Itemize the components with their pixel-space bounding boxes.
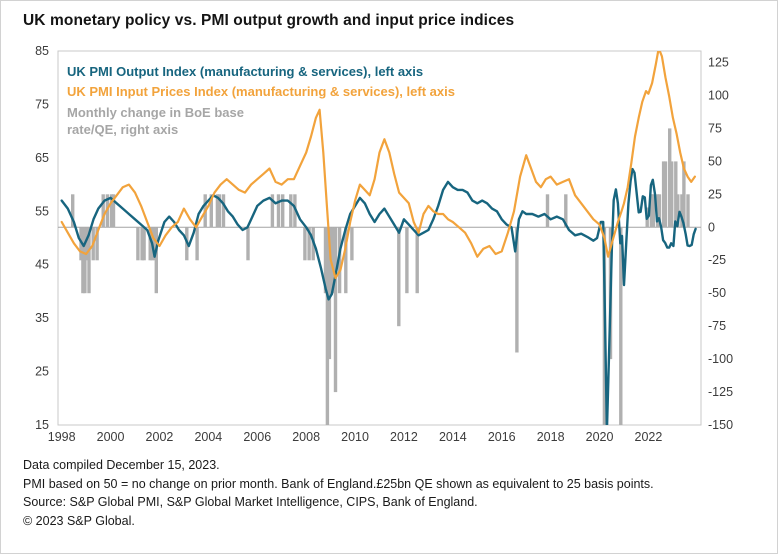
svg-text:75: 75	[35, 97, 49, 111]
line-series-0	[60, 167, 697, 425]
legend-output-index: UK PMI Output Index (manufacturing & ser…	[67, 64, 424, 79]
footnotes: Data compiled December 15, 2023. PMI bas…	[23, 456, 654, 530]
svg-text:-100: -100	[708, 352, 733, 366]
page-title: UK monetary policy vs. PMI output growth…	[23, 12, 515, 29]
svg-text:15: 15	[35, 418, 49, 432]
footnote-methodology: PMI based on 50 = no change on prior mon…	[23, 476, 654, 491]
svg-text:55: 55	[35, 204, 49, 218]
chart-legend: UK PMI Output Index (manufacturing & ser…	[67, 62, 455, 138]
svg-text:2012: 2012	[390, 430, 418, 444]
svg-text:2010: 2010	[341, 430, 369, 444]
right-axis-ticks: 125 100 75 50 25 0 -25 -50 -75 -100 -125 -150	[708, 56, 733, 432]
svg-text:2022: 2022	[635, 430, 663, 444]
svg-text:25: 25	[708, 187, 722, 201]
svg-text:0: 0	[708, 220, 715, 234]
svg-text:100: 100	[708, 88, 729, 102]
svg-text:-75: -75	[708, 319, 726, 333]
svg-text:25: 25	[35, 365, 49, 379]
legend-boe-bars: Monthly change in BoE base rate/QE, righ…	[67, 105, 244, 137]
footnote-copyright: © 2023 S&P Global.	[23, 513, 135, 528]
left-axis-ticks: 85 75 65 55 45 35 25 15	[35, 44, 49, 432]
svg-text:-50: -50	[708, 286, 726, 300]
line-series-1	[60, 51, 696, 280]
svg-text:75: 75	[708, 121, 722, 135]
x-axis-ticks: 1998 2000 2002 2004 2006 2008 2010 2012 2014 2016…	[48, 430, 663, 444]
svg-text:2000: 2000	[97, 430, 125, 444]
svg-text:-25: -25	[708, 253, 726, 267]
svg-text:2016: 2016	[488, 430, 516, 444]
footnote-source: Source: S&P Global PMI, S&P Global Marke…	[23, 495, 478, 509]
svg-text:2018: 2018	[537, 430, 565, 444]
svg-text:2014: 2014	[439, 430, 467, 444]
svg-text:2008: 2008	[292, 430, 320, 444]
plot-border	[57, 50, 702, 426]
svg-text:125: 125	[708, 56, 729, 70]
svg-text:45: 45	[35, 258, 49, 272]
svg-text:2020: 2020	[586, 430, 614, 444]
svg-text:-125: -125	[708, 385, 733, 399]
footnote-compiled: Data compiled December 15, 2023.	[23, 458, 220, 472]
svg-text:2002: 2002	[146, 430, 174, 444]
svg-text:-150: -150	[708, 418, 733, 432]
svg-text:85: 85	[35, 44, 49, 58]
legend-input-prices-index: UK PMI Input Prices Index (manufacturing…	[67, 84, 455, 99]
svg-text:65: 65	[35, 151, 49, 165]
svg-text:2004: 2004	[194, 430, 222, 444]
svg-text:50: 50	[708, 154, 722, 168]
svg-text:35: 35	[35, 311, 49, 325]
svg-text:2006: 2006	[243, 430, 271, 444]
svg-text:1998: 1998	[48, 430, 76, 444]
